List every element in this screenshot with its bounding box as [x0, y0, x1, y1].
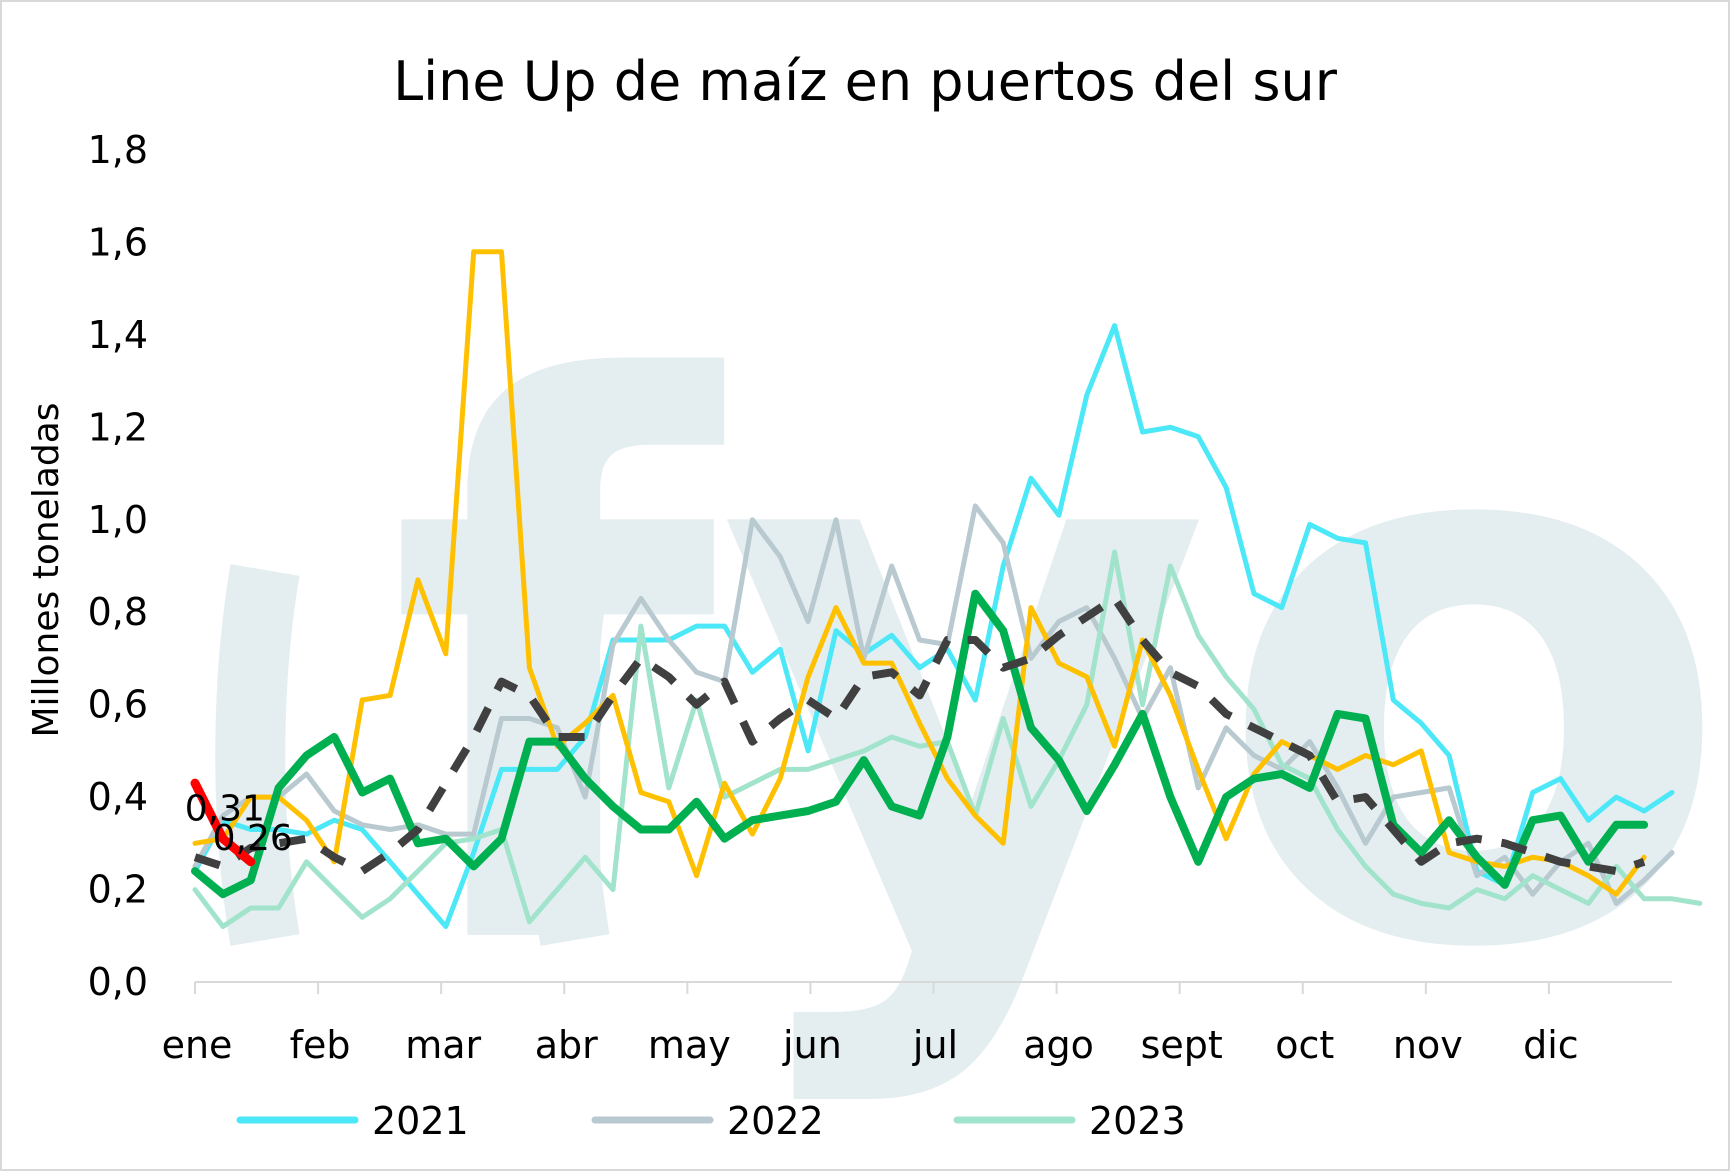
- y-tick-label: 1,4: [88, 313, 148, 357]
- x-tick-label: ene: [162, 1023, 233, 1067]
- x-tick-label: may: [648, 1023, 731, 1067]
- y-tick-label: 0,0: [88, 960, 148, 1004]
- x-axis: ene feb mar abr may jun jul ago sept oct nov dic: [162, 981, 1672, 1067]
- series-line-s4: [191, 589, 1649, 899]
- x-tick-label: oct: [1275, 1023, 1334, 1067]
- y-tick-label: 1,0: [88, 498, 148, 542]
- data-labels: 0,310,26: [185, 789, 293, 859]
- legend-label: 2021: [372, 1099, 469, 1143]
- x-tick-label: mar: [405, 1023, 481, 1067]
- data-label: 0,26: [213, 818, 293, 859]
- x-tick-label: nov: [1393, 1023, 1463, 1067]
- watermark: fyo: [215, 231, 1730, 1115]
- legend-label: 2023: [1089, 1099, 1186, 1143]
- watermark-text: fyo: [387, 231, 1730, 1115]
- x-tick-label: abr: [535, 1023, 598, 1067]
- series-line-2021: [192, 323, 1675, 929]
- y-tick-label: 1,6: [88, 220, 148, 264]
- series-line-s5: [193, 594, 1646, 876]
- legend: 2021 2022 2023: [236, 1099, 1186, 1143]
- series-line-s6: [190, 778, 256, 867]
- y-tick-label: 0,6: [88, 683, 148, 727]
- legend-label: 2022: [727, 1099, 824, 1143]
- y-tick-label: 1,8: [88, 128, 148, 172]
- x-tick-label: jun: [782, 1023, 842, 1067]
- series-line-s3: [192, 249, 1647, 897]
- data-label: 0,31: [185, 789, 265, 830]
- x-tick-label: dic: [1523, 1023, 1579, 1067]
- watermark-arc-right: [525, 564, 610, 946]
- y-tick-label: 0,4: [88, 775, 148, 819]
- x-tick-label: sept: [1141, 1023, 1223, 1067]
- x-tick-label: feb: [290, 1023, 351, 1067]
- x-tick-label: ago: [1023, 1023, 1094, 1067]
- chart-title: Line Up de maíz en puertos del sur: [393, 50, 1338, 113]
- series-line-2022: [192, 503, 1675, 906]
- y-tick-label: 0,8: [88, 590, 148, 634]
- y-axis-ticks: 0,0 0,2 0,4 0,6 0,8 1,0 1,2 1,4 1,6 1,8: [88, 128, 148, 1004]
- series-group: [190, 249, 1703, 929]
- y-axis-label: Millones toneladas: [26, 402, 67, 737]
- watermark-arc-left: [215, 564, 300, 946]
- y-tick-label: 0,2: [88, 868, 148, 912]
- x-tick-label: jul: [912, 1023, 958, 1067]
- y-tick-label: 1,2: [88, 405, 148, 449]
